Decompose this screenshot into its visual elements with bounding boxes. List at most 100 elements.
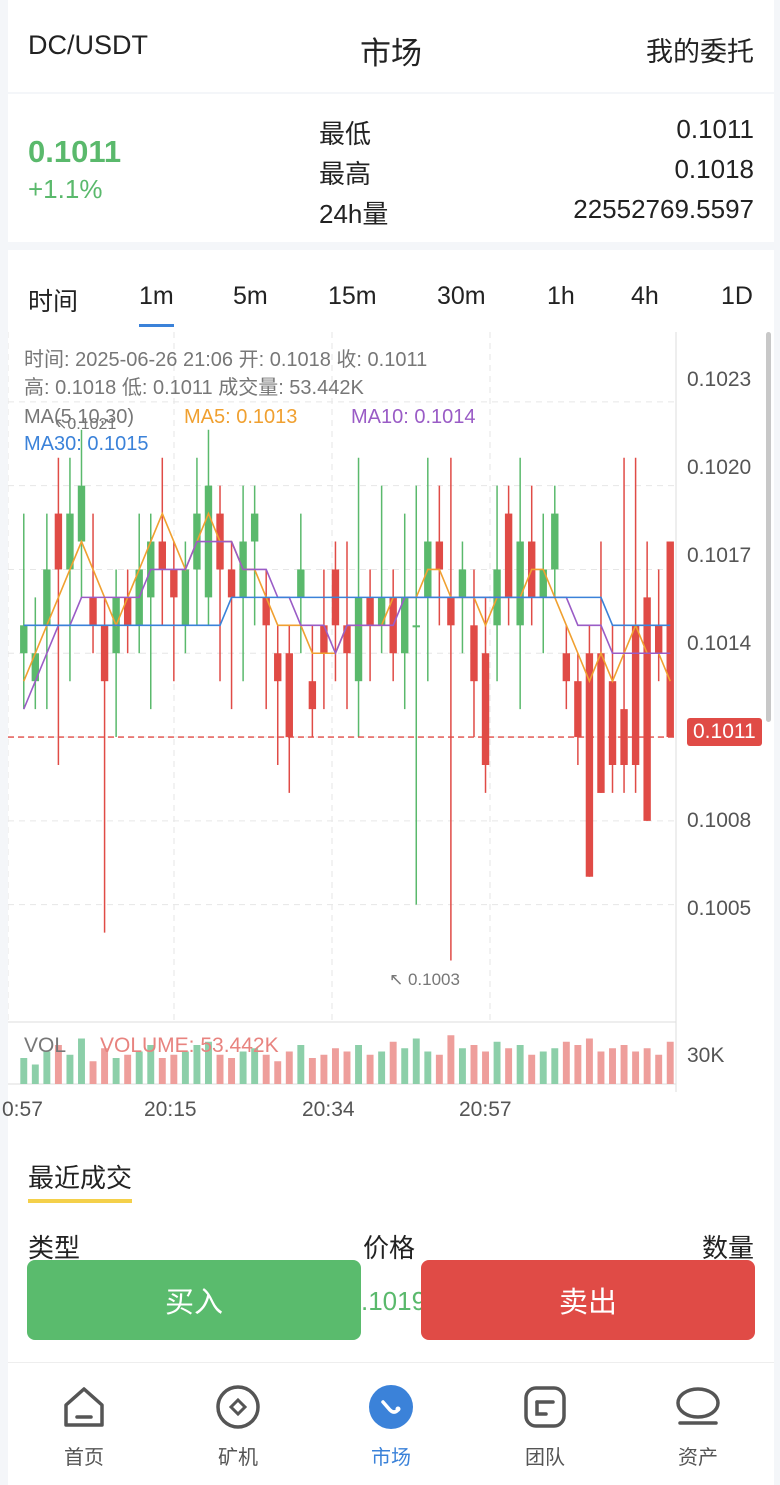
nav-miner-label: 矿机 (218, 1447, 258, 1469)
candle-body (20, 625, 28, 654)
nav-market[interactable]: 市场 (341, 1363, 441, 1485)
volume-tick: 30K (687, 1044, 725, 1067)
assets-icon (676, 1387, 720, 1425)
ma30-value: MA30: 0.1015 (24, 433, 149, 455)
y-tick: 0.1005 (687, 897, 752, 920)
trading-pair[interactable]: DC/USDT (28, 30, 148, 60)
nav-assets-label: 资产 (678, 1447, 718, 1469)
candle-body (100, 625, 109, 682)
volume-bar (389, 1041, 397, 1084)
col-type: 类型 (28, 1233, 81, 1263)
period-15m[interactable]: 15m (328, 282, 377, 310)
volume-bar (551, 1048, 559, 1084)
candle-body (66, 513, 74, 570)
x-tick: 20:34 (302, 1098, 355, 1121)
volume-bar (609, 1048, 616, 1084)
trade-price-partial: .1019 (361, 1286, 427, 1316)
nav-miner[interactable]: 矿机 (188, 1363, 288, 1485)
sell-button[interactable]: 卖出 (421, 1260, 755, 1340)
candle-body (354, 597, 363, 682)
volume-bar (528, 1054, 536, 1084)
nav-home[interactable]: 首页 (34, 1363, 134, 1485)
period-1d[interactable]: 1D (721, 282, 753, 310)
volume-bar (170, 1054, 178, 1084)
period-30m[interactable]: 30m (437, 282, 486, 310)
my-orders-link[interactable]: 我的委托 (646, 37, 754, 67)
candle-body (320, 625, 328, 654)
candle-body (666, 541, 674, 738)
nav-assets[interactable]: 资产 (648, 1363, 748, 1485)
volume-bar (205, 1041, 212, 1084)
y-tick: 0.1008 (687, 809, 752, 832)
volume-bar (181, 1051, 189, 1084)
candle-body (377, 597, 386, 626)
period-5m[interactable]: 5m (233, 282, 268, 310)
candle-body (285, 653, 293, 738)
volume-bar (562, 1041, 570, 1084)
volume-bar (458, 1048, 466, 1084)
kline-chart[interactable] (8, 332, 774, 1092)
volume-bar (539, 1051, 547, 1084)
volume-bar (424, 1051, 432, 1084)
candle-body (308, 681, 317, 710)
candle-body (574, 681, 582, 738)
chart-panel: 时间 1m 5m 15m 30m 1h 4h 1D 时间: 2025-06-26… (2, 250, 774, 1362)
volume-bar (262, 1054, 270, 1084)
volume-bar (147, 1045, 155, 1084)
x-tick: 20:57 (459, 1098, 512, 1121)
stat-volume-value: 22552769.5597 (573, 194, 754, 224)
candle-body (504, 513, 513, 598)
col-quantity: 数量 (701, 1233, 754, 1263)
x-tick: 0:57 (2, 1098, 43, 1121)
volume-bar (482, 1051, 489, 1084)
ma5-value: MA5: 0.1013 (184, 406, 298, 428)
candle-body (297, 569, 305, 598)
period-time[interactable]: 时间 (28, 288, 79, 316)
ma30-line (23, 596, 671, 627)
candle-body (89, 597, 97, 626)
page-title: 市场 (360, 36, 422, 71)
period-4h[interactable]: 4h (631, 282, 659, 310)
volume-bar (516, 1045, 524, 1084)
recent-trades-title[interactable]: 最近成交 (28, 1158, 133, 1203)
miner-icon (216, 1385, 260, 1429)
volume-bar (112, 1058, 120, 1084)
volume-bar (597, 1051, 605, 1084)
volume-bar (320, 1054, 328, 1084)
volume-bar (343, 1051, 351, 1084)
col-price: 价格 (363, 1233, 416, 1263)
candle-body (181, 569, 190, 626)
volume-bar (470, 1045, 478, 1084)
price-change: +1.1% (28, 174, 103, 204)
volume-bar (655, 1054, 663, 1084)
candle-body (170, 569, 178, 598)
volume-bar (666, 1041, 674, 1084)
volume-bar (620, 1045, 628, 1084)
candle-body (447, 597, 455, 626)
x-tick: 20:15 (144, 1098, 197, 1121)
volume-bar (20, 1058, 28, 1084)
nav-team[interactable]: 团队 (495, 1363, 595, 1485)
ticker-panel: 0.1011 +1.1% 最低 0.1011 最高 0.1018 24h量 22… (8, 94, 774, 242)
y-tick: 0.1017 (687, 544, 752, 567)
volume-bar (447, 1035, 455, 1084)
ma-label: MA(5,10,30) (24, 406, 135, 428)
vol-label: VOL (24, 1034, 67, 1057)
candle-body (43, 569, 51, 626)
stat-low-value: 0.1011 (676, 114, 754, 144)
volume-bar (135, 1051, 143, 1084)
volume-bar (101, 1048, 109, 1084)
candle-body (458, 569, 467, 598)
candle-body (77, 485, 86, 542)
y-tick: 0.1020 (687, 456, 752, 479)
ohlc-line-2: 高: 0.1018 低: 0.1011 成交量: 53.442K (24, 377, 364, 399)
period-1h[interactable]: 1h (547, 282, 575, 310)
min-price-label: ↖ 0.1003 (389, 970, 460, 989)
candle-body (412, 625, 420, 628)
period-1m[interactable]: 1m (139, 282, 174, 327)
volume-bar (435, 1054, 443, 1084)
candle-body (631, 625, 640, 765)
volume-bar (239, 1051, 247, 1084)
buy-button[interactable]: 买入 (27, 1260, 361, 1340)
candle-body (366, 597, 374, 626)
